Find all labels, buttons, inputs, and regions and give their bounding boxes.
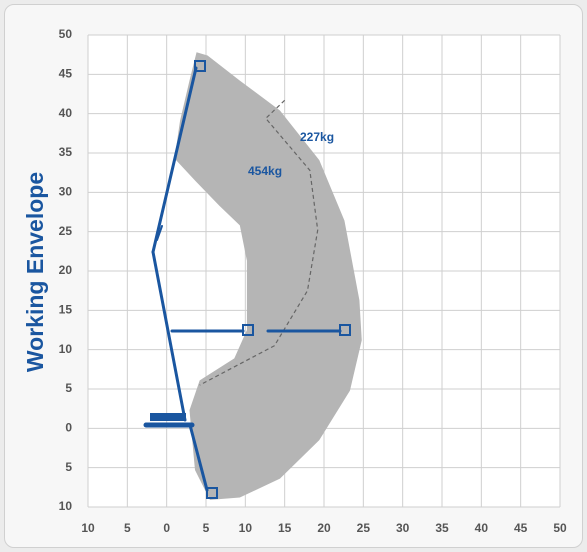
x-tick-label: 5 [203,521,210,535]
x-tick-label: 0 [163,521,170,535]
x-tick-label: 45 [514,521,528,535]
capacity-boundary [199,99,319,386]
annotation: 227kg [300,130,334,144]
platform [194,60,206,72]
y-tick-label: 0 [65,421,72,435]
chart-title: Working Envelope [22,172,48,372]
y-tick-label: 30 [59,185,73,199]
x-tick-label: 10 [81,521,95,535]
annotation: 454kg [248,164,282,178]
platform [242,324,254,336]
y-tick-label: 40 [59,106,73,120]
x-tick-label: 40 [475,521,489,535]
y-tick-label: 5 [65,381,72,395]
boom-arm [151,66,198,254]
y-tick-label: 50 [59,27,73,41]
x-tick-label: 20 [317,521,331,535]
boom-arm [156,225,163,241]
platform [206,487,218,499]
y-tick-label: 15 [59,303,73,317]
x-tick-label: 5 [124,521,131,535]
envelope-area [174,52,362,500]
turntable [150,413,186,421]
y-tick-label: 35 [59,145,73,159]
x-tick-label: 35 [435,521,449,535]
y-tick-label: 10 [59,499,73,513]
y-tick-label: 5 [65,460,72,474]
platform [339,324,351,336]
boom-arm [188,423,209,492]
plot: 10 5 0 5 10 15 20 25 30 35 40 45 5010505101520253035… [59,27,567,535]
y-tick-label: 25 [59,224,73,238]
x-tick-label: 25 [357,521,371,535]
y-tick-label: 10 [59,342,73,356]
y-tick-label: 20 [59,263,73,277]
x-tick-label: 50 [553,521,567,535]
machine-illustration [143,60,351,499]
boom-arm [151,250,187,422]
x-tick-label: 15 [278,521,292,535]
x-tick-label: 10 [239,521,253,535]
y-tick-label: 45 [59,67,73,81]
x-tick-label: 30 [396,521,410,535]
